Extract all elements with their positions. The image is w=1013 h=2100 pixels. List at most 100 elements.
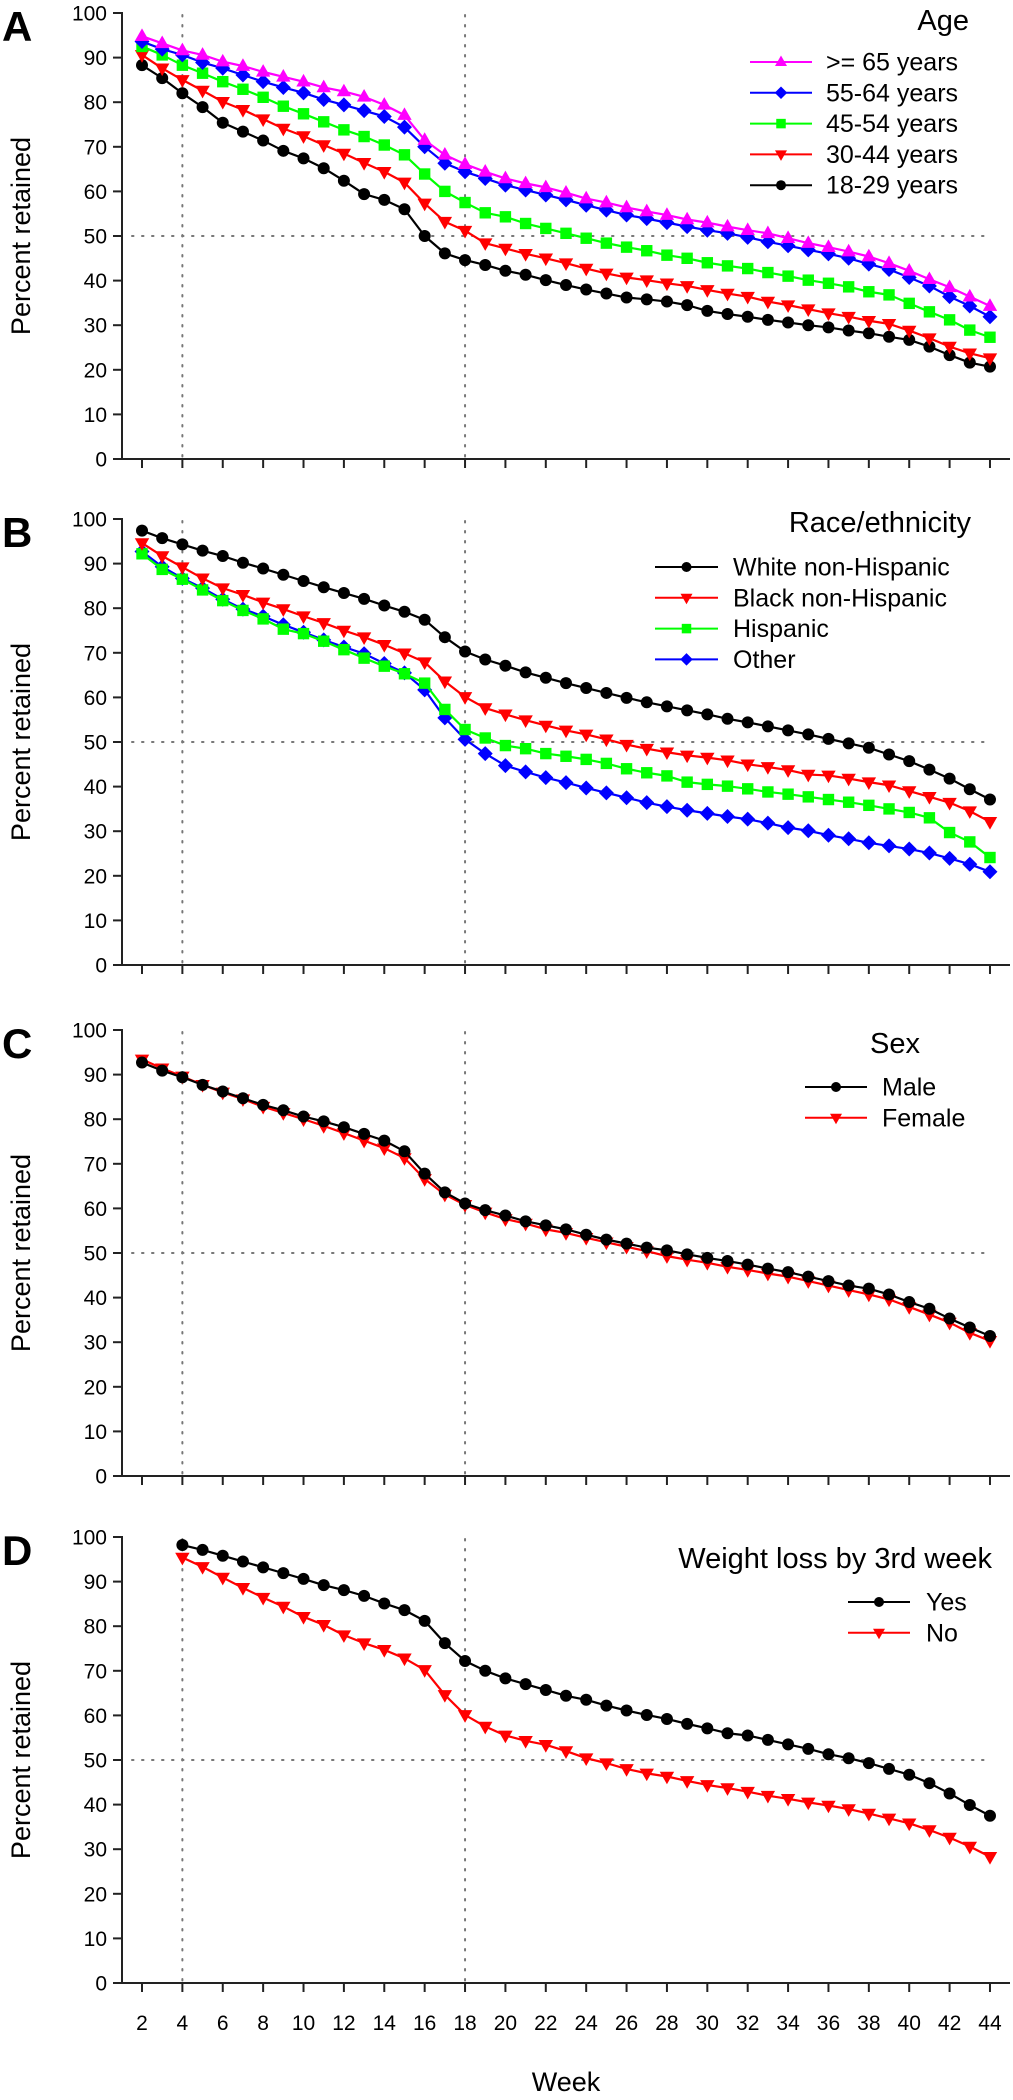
data-point (336, 83, 352, 97)
legend-item: Female (805, 1104, 965, 1132)
data-point (479, 207, 491, 219)
data-point (580, 753, 592, 766)
series-18-29-years (136, 59, 996, 373)
data-point (842, 1752, 855, 1765)
data-point (943, 1787, 956, 1800)
y-tick-label: 100 (72, 509, 107, 532)
data-point (740, 1786, 755, 1800)
data-point (762, 786, 774, 798)
data-point (639, 1768, 654, 1782)
data-point (316, 79, 331, 93)
data-point (760, 296, 776, 310)
data-point (761, 313, 774, 326)
data-point (237, 83, 249, 95)
data-point (356, 103, 372, 119)
data-point (741, 716, 754, 729)
data-point (983, 1809, 996, 1822)
y-tick-label: 20 (84, 1883, 107, 1906)
data-point (741, 1258, 754, 1271)
data-point (943, 349, 956, 362)
data-point (518, 175, 533, 189)
data-point (277, 100, 290, 112)
data-point (136, 524, 148, 537)
data-point (822, 793, 835, 806)
data-point (459, 1654, 472, 1667)
data-point (822, 277, 835, 289)
data-point (903, 1768, 916, 1781)
data-point (539, 1219, 552, 1232)
data-point (580, 1693, 593, 1706)
data-point (720, 218, 735, 232)
data-point (417, 132, 432, 145)
data-point (257, 91, 269, 103)
data-point (740, 759, 755, 773)
legend-title: Weight loss by 3rd week (678, 1543, 992, 1575)
data-point (457, 731, 473, 747)
data-point (780, 300, 796, 313)
data-point (358, 652, 370, 664)
y-tick-label: 20 (84, 359, 107, 382)
data-point (439, 185, 451, 198)
data-point (801, 304, 816, 317)
data-point (418, 613, 431, 626)
data-point (639, 743, 654, 757)
series-black-non-hispanic (134, 538, 998, 830)
legend-item: No (848, 1619, 958, 1647)
data-point (639, 795, 655, 811)
data-point (923, 1302, 936, 1315)
data-point (318, 116, 330, 128)
data-point (780, 820, 796, 836)
data-point (982, 309, 998, 325)
data-point (620, 241, 633, 253)
data-point (942, 850, 958, 866)
series-65-years (134, 28, 998, 311)
data-point (760, 1790, 776, 1804)
data-point (821, 308, 836, 321)
legend-item: Male (805, 1074, 936, 1102)
data-point (679, 211, 695, 225)
data-point (599, 1758, 614, 1771)
y-tick-label: 0 (95, 449, 107, 472)
series-30-44-years (134, 50, 998, 367)
data-point (558, 258, 574, 272)
data-point (477, 746, 493, 762)
x-tick-label: 42 (938, 2012, 961, 2035)
data-point (619, 199, 634, 213)
data-point (782, 1738, 795, 1751)
y-tick-label: 50 (84, 1243, 107, 1266)
legend-marker-icon (775, 150, 787, 161)
legend-marker-icon (776, 180, 786, 191)
data-point (578, 780, 594, 796)
data-point (356, 1135, 372, 1149)
data-point (338, 643, 350, 656)
y-tick-label: 40 (84, 270, 107, 293)
data-point (619, 1764, 634, 1777)
data-point (883, 803, 895, 815)
data-point (255, 597, 271, 611)
data-point (438, 1186, 451, 1199)
data-point (942, 1832, 957, 1846)
y-axis-title: Percent retained (6, 137, 36, 335)
data-point (437, 1690, 453, 1703)
data-point (964, 324, 976, 336)
data-point (356, 89, 372, 102)
data-point (861, 315, 877, 329)
x-tick-label: 24 (575, 2012, 599, 2035)
legend-label: >= 65 years (826, 49, 958, 77)
data-point (417, 657, 432, 670)
data-point (679, 1776, 695, 1789)
data-point (741, 1729, 754, 1742)
data-point (337, 174, 350, 187)
legend-label: Black non-Hispanic (733, 584, 947, 612)
data-point (195, 1562, 210, 1575)
data-point (397, 107, 412, 120)
data-point (640, 696, 653, 709)
data-point (397, 1653, 412, 1667)
data-point (459, 254, 472, 267)
data-point (762, 266, 774, 279)
data-point (942, 289, 958, 305)
data-point (418, 1614, 431, 1627)
data-point (196, 544, 209, 557)
data-point (358, 592, 371, 605)
